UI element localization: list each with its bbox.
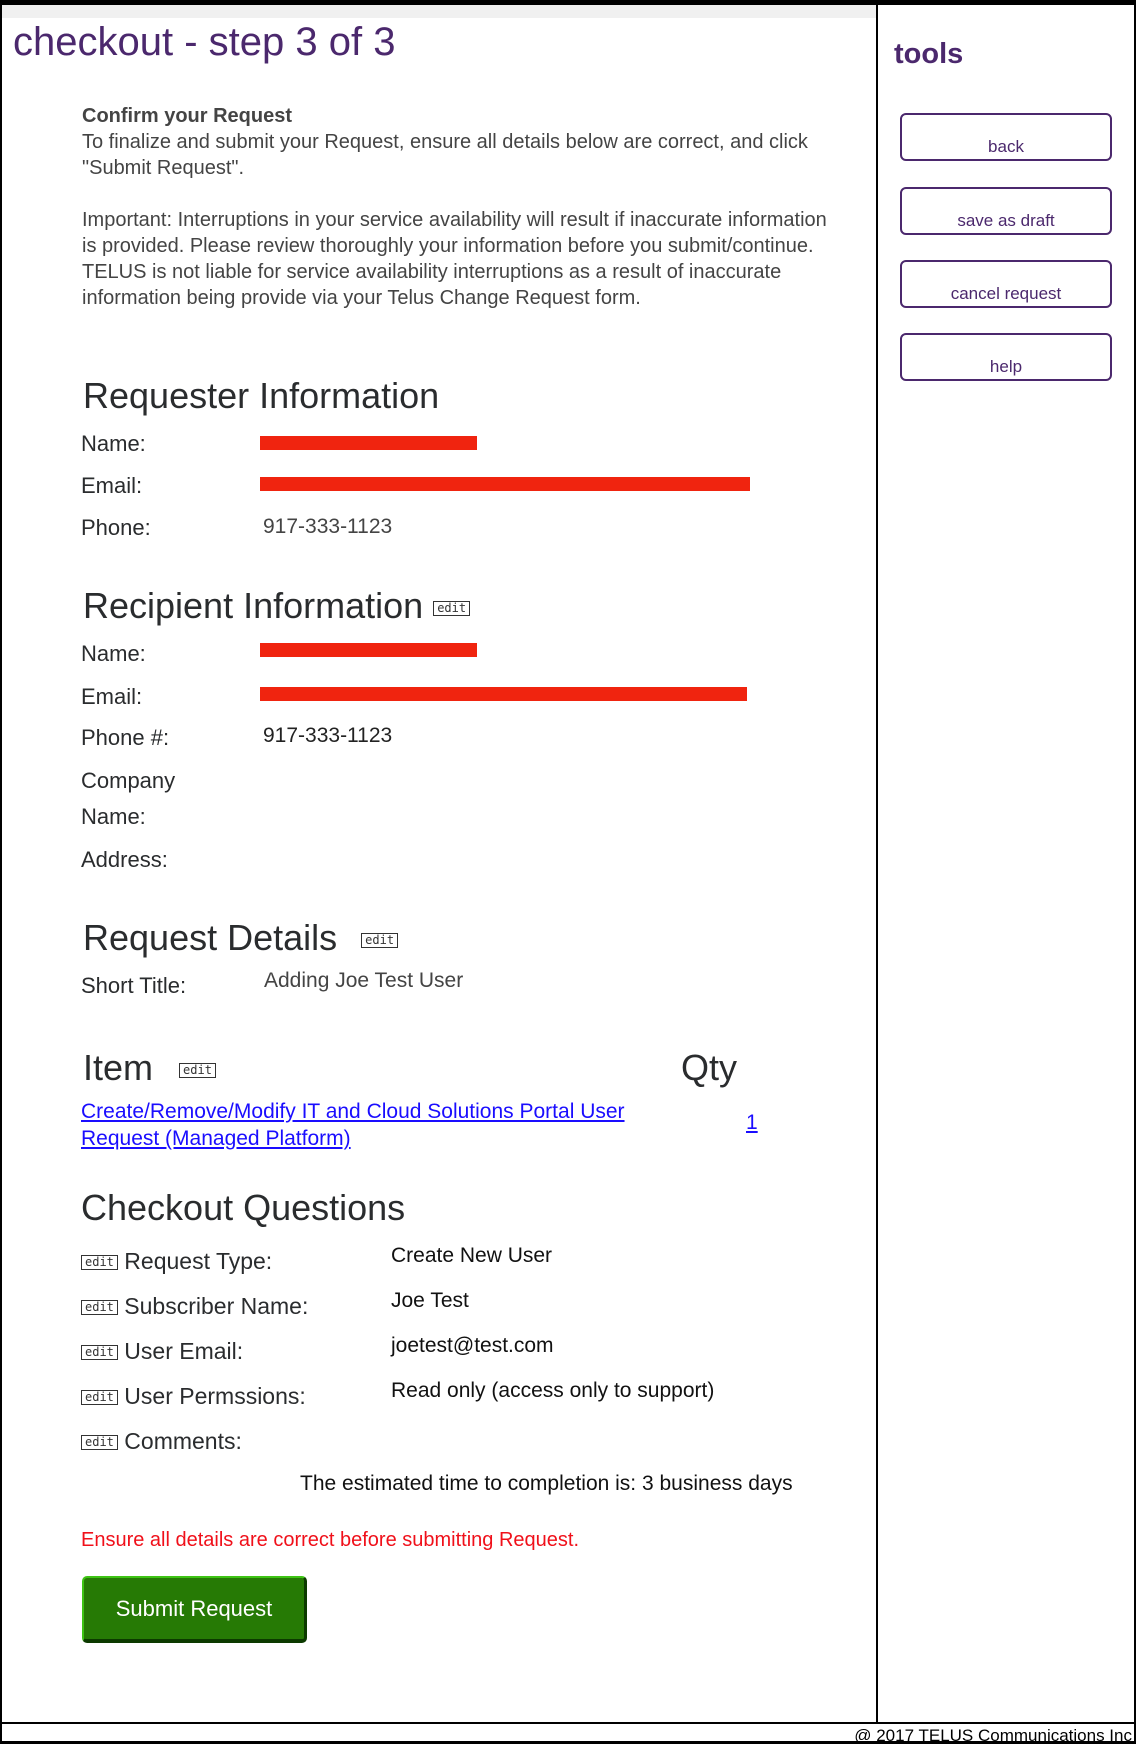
question-edit-button[interactable]: edit — [81, 1435, 118, 1451]
back-button[interactable]: back — [900, 113, 1112, 161]
question-label: Subscriber Name: — [124, 1293, 309, 1319]
question-edit-button[interactable]: edit — [81, 1255, 118, 1271]
requester-email-label: Email: — [81, 473, 143, 498]
qty-heading: Qty — [681, 1047, 738, 1088]
recipient-phone-label: Phone #: — [81, 725, 170, 750]
requester-heading: Requester Information — [83, 375, 440, 416]
requester-name-label: Name: — [81, 431, 146, 456]
item-heading-text: Item — [83, 1047, 154, 1088]
cancel-request-button[interactable]: cancel request — [900, 260, 1112, 308]
question-label: Comments: — [124, 1428, 242, 1454]
redacted-recipient-email — [260, 687, 747, 701]
bottom-border — [0, 1741, 1136, 1744]
item-link[interactable]: Create/Remove/Modify IT and Cloud Soluti… — [81, 1099, 625, 1153]
copyright: @ 2017 TELUS Communications Inc — [854, 1726, 1132, 1745]
recipient-email-label: Email: — [81, 684, 143, 709]
recipient-edit-button[interactable]: edit — [433, 600, 471, 616]
question-row: edit Comments: — [81, 1428, 242, 1455]
company-label-2: Name: — [81, 804, 146, 829]
page-title: checkout - step 3 of 3 — [13, 20, 396, 64]
request-details-heading: Request Details edit — [83, 917, 399, 959]
redacted-requester-name — [260, 436, 477, 450]
company-label: Company — [81, 768, 176, 793]
question-row: edit User Email: — [81, 1338, 243, 1365]
checkout-questions-heading: Checkout Questions — [81, 1187, 406, 1228]
question-value: Create New User — [391, 1244, 553, 1267]
requester-phone-label: Phone: — [81, 515, 151, 540]
save-as-draft-button[interactable]: save as draft — [900, 187, 1112, 235]
redacted-recipient-name — [260, 643, 477, 657]
intro-block: Confirm your Request To finalize and sub… — [82, 103, 842, 311]
question-value: Joe Test — [391, 1289, 469, 1312]
item-edit-button[interactable]: edit — [179, 1062, 216, 1078]
warning-text: Ensure all details are correct before su… — [81, 1529, 580, 1551]
question-row: edit User Permssions: — [81, 1383, 306, 1410]
item-qty-link[interactable]: 1 — [746, 1111, 758, 1134]
submit-request-button[interactable]: Submit Request — [82, 1576, 307, 1643]
short-title-value: Adding Joe Test User — [264, 969, 464, 992]
sidebar-title: tools — [894, 38, 964, 70]
important-notice: Important: Interruptions in your service… — [82, 209, 827, 309]
question-row: edit Subscriber Name: — [81, 1293, 308, 1320]
item-link-line-1[interactable]: Create/Remove/Modify IT and Cloud Soluti… — [81, 1100, 625, 1123]
item-link-line-2[interactable]: Request (Managed Platform) — [81, 1127, 351, 1150]
question-row: edit Request Type: — [81, 1248, 272, 1275]
help-button[interactable]: help — [900, 333, 1112, 381]
item-heading: Item edit — [83, 1047, 216, 1089]
request-details-heading-text: Request Details — [83, 917, 338, 958]
intro-text: To finalize and submit your Request, ens… — [82, 131, 808, 179]
question-edit-button[interactable]: edit — [81, 1345, 118, 1361]
question-label: User Permssions: — [124, 1383, 306, 1409]
question-label: User Email: — [124, 1338, 244, 1364]
top-border — [0, 0, 1136, 5]
question-edit-button[interactable]: edit — [81, 1300, 118, 1316]
redacted-requester-email — [260, 477, 750, 491]
question-value: Read only (access only to support) — [391, 1379, 715, 1402]
requester-phone: 917-333-1123 — [263, 515, 393, 538]
recipient-phone: 917-333-1123 — [263, 724, 393, 747]
recipient-heading-text: Recipient Information — [83, 585, 424, 626]
recipient-name-label: Name: — [81, 641, 146, 666]
question-value: joetest@test.com — [391, 1334, 554, 1357]
sidebar-divider — [876, 5, 878, 1723]
question-label: Request Type: — [124, 1248, 273, 1274]
address-label: Address: — [81, 847, 168, 872]
short-title-label: Short Title: — [81, 973, 187, 998]
intro-heading: Confirm your Request — [82, 105, 293, 127]
recipient-heading: Recipient Information edit — [83, 585, 471, 627]
question-edit-button[interactable]: edit — [81, 1390, 118, 1406]
estimated-completion: The estimated time to completion is: 3 b… — [300, 1472, 793, 1495]
left-border — [0, 0, 2, 1744]
details-edit-button[interactable]: edit — [361, 932, 399, 948]
footer-divider — [0, 1722, 1136, 1724]
header-strip — [2, 5, 876, 18]
right-border — [1134, 0, 1136, 1744]
